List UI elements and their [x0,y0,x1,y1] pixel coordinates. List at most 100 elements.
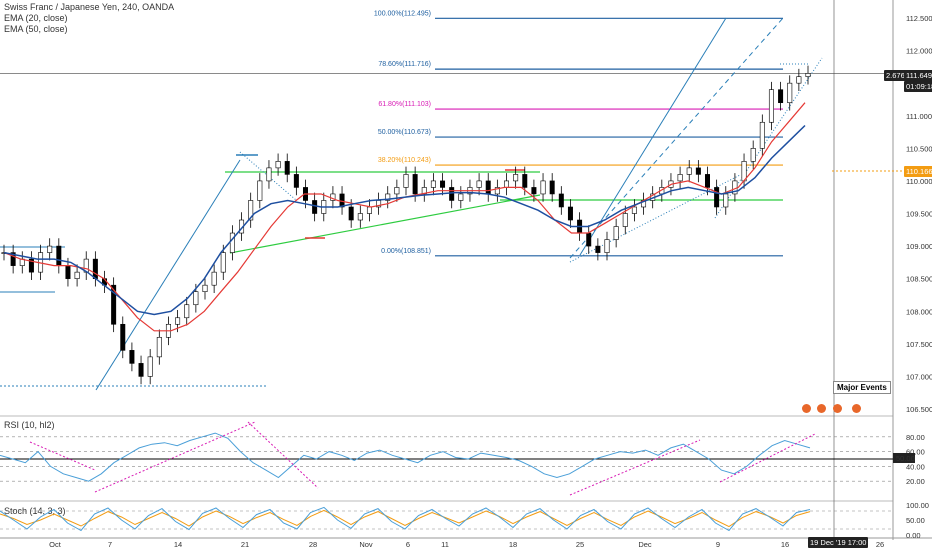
candle-body [138,363,144,377]
candle-body [293,174,299,188]
major-events-label[interactable]: Major Events [833,381,891,394]
candle-body [28,258,34,273]
ema50-legend: EMA (50, close) [4,24,68,34]
last-price-badge: 110.166 [904,166,932,177]
time-tick-label: Oct [49,540,62,549]
candle-body [704,174,710,188]
candle-body [604,239,610,253]
candle-body [202,284,208,292]
fib-level-label: 0.00%(108.851) [381,248,431,255]
candle-body [787,82,793,104]
fib-level-label: 38.20%(110.243) [378,157,431,164]
symbol-title: Swiss Franc / Japanese Yen, 240, OANDA [4,2,175,12]
candle-body [430,180,436,188]
candle-body [312,200,318,214]
candle-body [778,89,784,104]
candle-body [412,174,418,195]
candle-body [476,180,482,188]
rsi-current-label: 50.00 [896,454,915,463]
candle-body [175,317,181,325]
time-tick-label: Dec [638,540,652,549]
fib-level-label: 61.80%(111.103) [378,101,431,108]
candle-body [211,271,217,286]
price-tick-label: 108.000 [906,307,932,316]
rsi-tick-label: 20.00 [906,477,925,486]
rsi-trendline [247,421,319,489]
price-tick-label: 109.000 [906,242,932,251]
event-icon[interactable] [802,404,811,413]
price-tick-label: 110.500 [906,144,932,153]
fib-level-label: 50.00%(110.673) [378,129,431,136]
ema50-line [3,124,806,316]
candle-body [193,291,199,306]
candle-body [74,271,80,279]
candle-body [485,180,491,195]
stoch-tick-label: 0.00 [906,531,921,540]
fib-level-label: 78.60%(111.716) [378,61,431,68]
candle-body [622,213,628,227]
time-tick-label: 7 [108,540,112,549]
stoch-k-line [0,506,811,532]
candle-body [284,161,290,175]
candle-body [750,148,756,162]
candle-body [522,174,528,188]
candle-body [503,180,509,188]
price-tick-label: 112.000 [906,47,932,56]
candle-body [266,167,272,182]
candle-body [366,206,372,214]
countdown-badge: 01:09:18 [904,81,932,92]
candle-body [92,258,98,279]
time-tick-label: 26 [876,540,884,549]
rsi-trendline [569,439,701,496]
event-icon[interactable] [852,404,862,413]
time-tick-label: Nov [359,540,373,549]
candle-body [257,180,263,201]
rsi-trendline [94,421,256,493]
time-tick-label: 16 [781,540,789,549]
event-icons[interactable] [802,400,862,418]
time-tick-label: 21 [241,540,249,549]
candle-body [686,167,692,175]
candle-body [348,206,354,221]
event-icon[interactable] [817,404,827,413]
time-badge: 19 Dec '19 17:00 [808,537,869,548]
rsi-trendline [29,441,96,471]
candle-body [586,232,592,247]
event-icon[interactable] [832,404,842,413]
candle-body [147,356,153,377]
candle-body [394,187,400,195]
price-tick-label: 108.500 [906,275,932,284]
candle-body [695,167,701,175]
candle-body [796,76,802,84]
candle-body [513,174,519,182]
dotted-trendline [714,57,823,219]
candle-body [385,193,391,201]
price-tick-label: 112.500 [906,14,932,23]
rsi-legend: RSI (10, hl2) [4,420,55,430]
time-tick-label: 25 [576,540,584,549]
crosshair-left-badge: 2.676 [884,70,907,81]
candle-body [768,89,774,123]
candle-body [613,226,619,240]
price-tick-label: 106.500 [906,405,932,414]
candle-body [759,121,765,149]
price-tick-label: 111.000 [906,112,932,121]
steep-trendline [579,17,727,256]
time-tick-label: 14 [174,540,182,549]
rsi-tick-label: 60.00 [906,448,925,457]
rsi-current-badge [893,453,915,463]
candle-body [558,193,564,208]
stoch-d-line [0,509,811,528]
fib-level-label: 100.00%(112.495) [374,10,431,17]
price-tick-label: 107.000 [906,372,932,381]
price-tick-label: 110.000 [906,177,932,186]
stoch-tick-label: 100.00 [906,501,929,510]
candle-body [440,180,446,188]
candle-body [531,187,537,195]
candle-body [156,337,162,358]
candle-body [275,161,281,169]
rsi-tick-label: 40.00 [906,462,925,471]
candle-body [458,193,464,201]
rsi-trendline [719,433,816,483]
